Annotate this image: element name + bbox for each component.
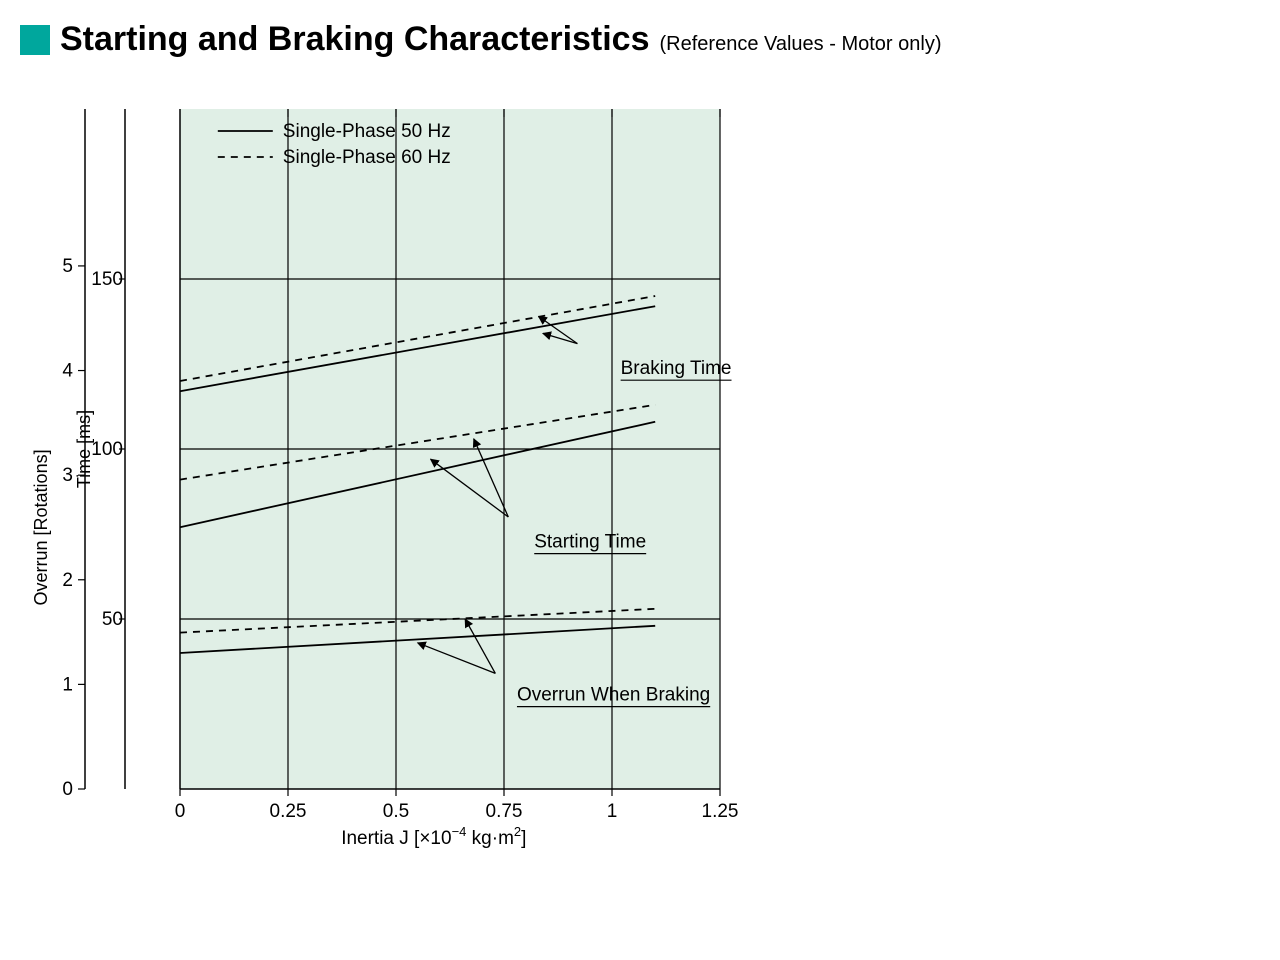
annotation-label: Braking Time	[621, 358, 732, 379]
svg-text:0.5: 0.5	[383, 801, 409, 822]
svg-text:Single-Phase 60 Hz: Single-Phase 60 Hz	[283, 147, 451, 168]
svg-text:0.25: 0.25	[270, 801, 307, 822]
svg-text:Overrun [Rotations]: Overrun [Rotations]	[31, 449, 51, 605]
svg-text:50: 50	[102, 609, 123, 630]
chart-container: 0 0.25 0.5 0.75 1 1.25 Inertia J [×10−4 kg·m2]…	[20, 79, 1260, 924]
annotation-label: Overrun When Braking	[517, 685, 710, 706]
svg-text:2: 2	[62, 570, 73, 591]
svg-text:4: 4	[62, 361, 73, 382]
page-subtitle: (Reference Values - Motor only)	[660, 33, 942, 56]
annotation-label: Starting Time	[534, 532, 646, 553]
svg-text:1.25: 1.25	[702, 801, 739, 822]
header-square-icon	[20, 25, 50, 55]
characteristics-chart: 0 0.25 0.5 0.75 1 1.25 Inertia J [×10−4 kg·m2]…	[20, 79, 740, 919]
svg-text:3: 3	[62, 465, 73, 486]
svg-text:Inertia J [×10−4 kg·m2]: Inertia J [×10−4 kg·m2]	[341, 824, 526, 849]
svg-text:150: 150	[91, 269, 123, 290]
header: Starting and Braking Characteristics (Re…	[20, 20, 1260, 59]
page-title: Starting and Braking Characteristics	[60, 20, 650, 59]
svg-text:1: 1	[62, 674, 73, 695]
svg-text:0.75: 0.75	[486, 801, 523, 822]
svg-text:100: 100	[91, 439, 123, 460]
svg-text:Time [ms]: Time [ms]	[74, 410, 94, 488]
svg-text:0: 0	[175, 801, 186, 822]
svg-text:5: 5	[62, 256, 73, 277]
svg-text:Single-Phase 50 Hz: Single-Phase 50 Hz	[283, 121, 451, 142]
svg-text:0: 0	[62, 779, 73, 800]
svg-text:1: 1	[607, 801, 618, 822]
